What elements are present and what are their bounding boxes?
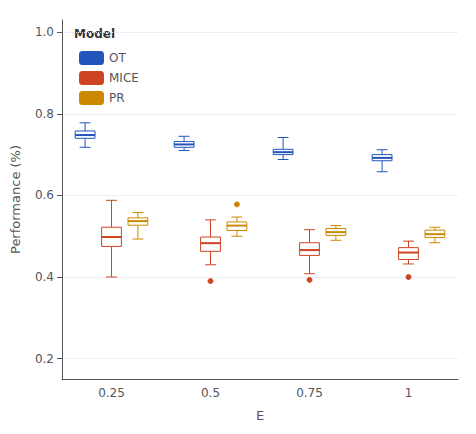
svg-text:Model: Model <box>74 27 115 41</box>
svg-text:Performance (%): Performance (%) <box>8 145 23 254</box>
svg-text:0.5: 0.5 <box>201 386 220 400</box>
svg-text:MICE: MICE <box>109 71 139 85</box>
svg-text:0.2: 0.2 <box>35 352 54 366</box>
svg-text:0.75: 0.75 <box>296 386 323 400</box>
svg-text:0.6: 0.6 <box>35 188 54 202</box>
svg-text:PR: PR <box>109 91 125 105</box>
svg-text:1.0: 1.0 <box>35 25 54 39</box>
svg-text:E: E <box>256 408 264 423</box>
svg-text:0.25: 0.25 <box>98 386 125 400</box>
svg-text:OT: OT <box>109 51 126 65</box>
svg-text:0.8: 0.8 <box>35 107 54 121</box>
svg-text:1: 1 <box>405 386 413 400</box>
svg-text:0.4: 0.4 <box>35 270 54 284</box>
